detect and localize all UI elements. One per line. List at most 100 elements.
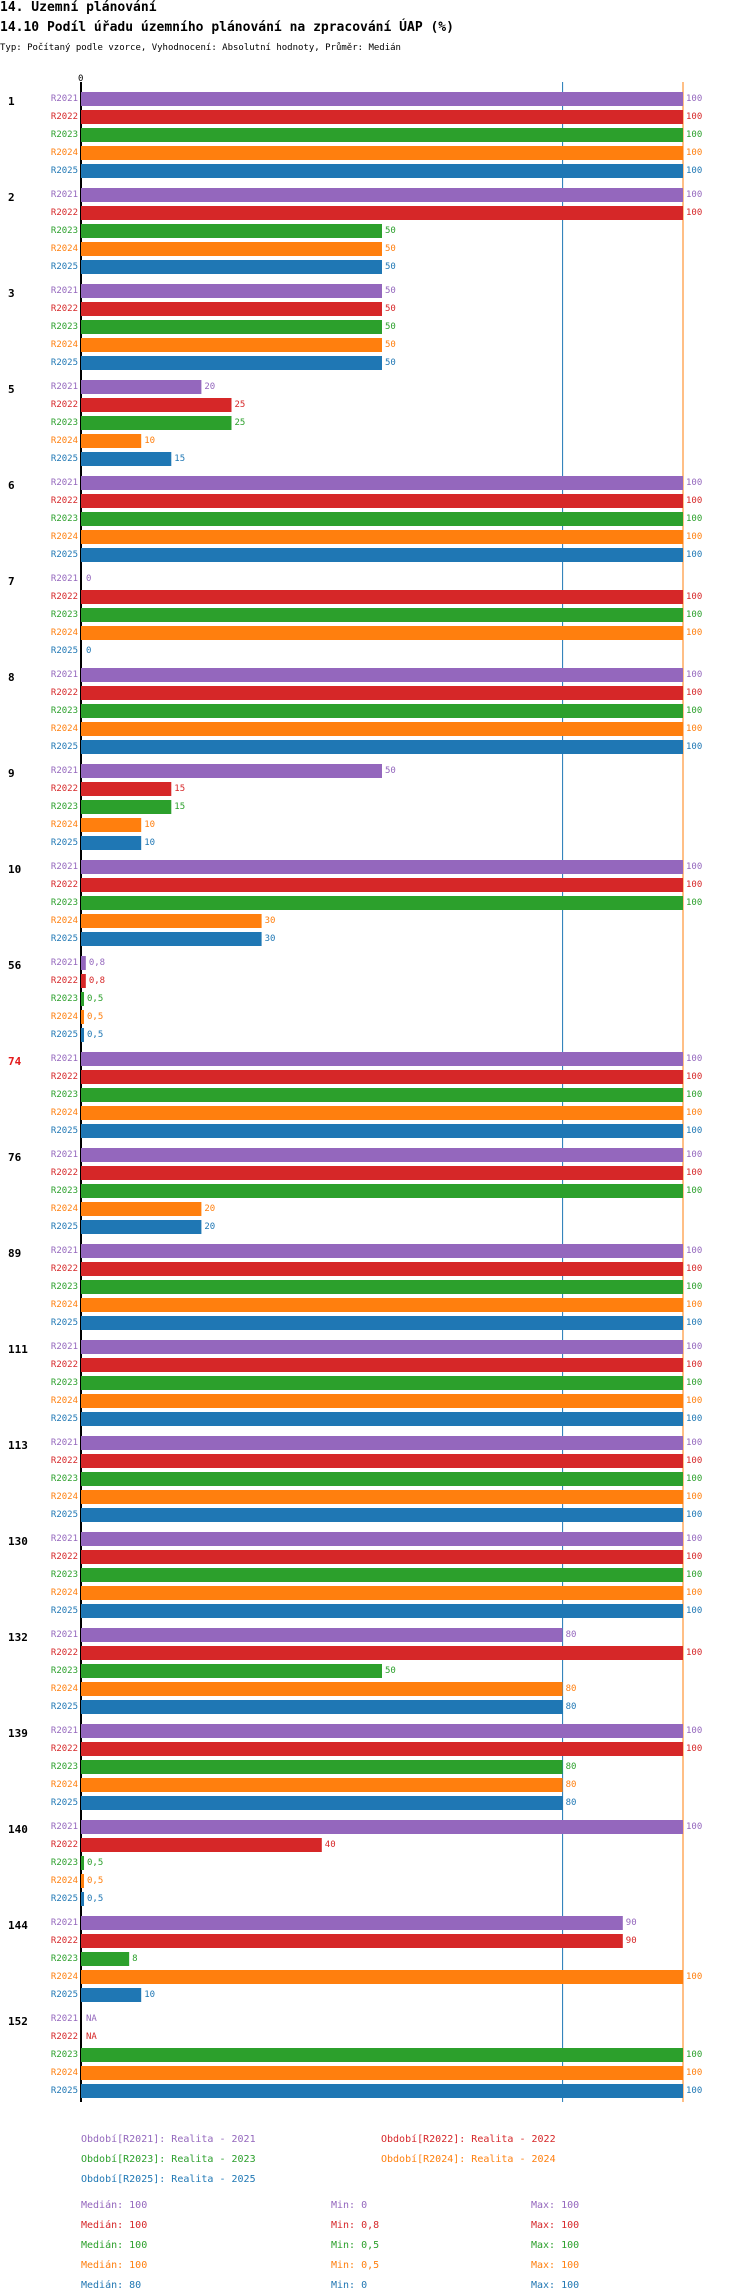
data-label-111-R2021: 100 <box>686 1342 702 1352</box>
data-label-111-R2023: 100 <box>686 1378 702 1388</box>
data-label-8-R2023: 100 <box>686 706 702 716</box>
data-label-140-R2025: 0,5 <box>87 1894 103 1904</box>
bar-2-R2024 <box>81 242 382 256</box>
bar-76-R2024 <box>81 1202 202 1216</box>
series-label-R2021: R2021 <box>51 1534 78 1544</box>
bar-113-R2022 <box>81 1454 683 1468</box>
data-label-111-R2025: 100 <box>686 1414 702 1424</box>
data-label-1-R2025: 100 <box>686 166 702 176</box>
series-label-R2021: R2021 <box>51 766 78 776</box>
bar-74-R2022 <box>81 1070 683 1084</box>
data-label-144-R2021: 90 <box>626 1918 637 1928</box>
series-label-R2023: R2023 <box>51 1762 78 1772</box>
group-label-74: 74 <box>8 1055 22 1068</box>
bar-8-R2024 <box>81 722 683 736</box>
data-label-10-R2023: 100 <box>686 898 702 908</box>
data-label-89-R2024: 100 <box>686 1300 702 1310</box>
bar-9-R2021 <box>81 764 382 778</box>
legend-entry-R2023: Období[R2023]: Realita - 2023 <box>81 2153 256 2165</box>
series-label-R2025: R2025 <box>51 934 78 944</box>
series-label-R2024: R2024 <box>51 1876 78 1886</box>
series-label-R2024: R2024 <box>51 1492 78 1502</box>
data-label-1-R2024: 100 <box>686 148 702 158</box>
series-label-R2025: R2025 <box>51 358 78 368</box>
bar-111-R2021 <box>81 1340 683 1354</box>
bar-8-R2025 <box>81 740 683 754</box>
series-label-R2025: R2025 <box>51 1126 78 1136</box>
series-label-R2025: R2025 <box>51 1990 78 2000</box>
bar-8-R2022 <box>81 686 683 700</box>
group-label-5: 5 <box>8 383 15 396</box>
data-label-130-R2021: 100 <box>686 1534 702 1544</box>
data-label-144-R2023: 8 <box>132 1954 137 1964</box>
series-label-R2021: R2021 <box>51 574 78 584</box>
data-label-130-R2024: 100 <box>686 1588 702 1598</box>
series-label-R2021: R2021 <box>51 190 78 200</box>
series-label-R2024: R2024 <box>51 1780 78 1790</box>
data-label-7-R2023: 100 <box>686 610 702 620</box>
data-label-2-R2021: 100 <box>686 190 702 200</box>
series-label-R2024: R2024 <box>51 436 78 446</box>
series-label-R2023: R2023 <box>51 514 78 524</box>
data-label-9-R2024: 10 <box>144 820 155 830</box>
data-label-76-R2024: 20 <box>204 1204 215 1214</box>
bar-139-R2023 <box>81 1760 563 1774</box>
data-label-74-R2021: 100 <box>686 1054 702 1064</box>
series-label-R2021: R2021 <box>51 670 78 680</box>
data-label-10-R2024: 30 <box>265 916 276 926</box>
data-label-89-R2021: 100 <box>686 1246 702 1256</box>
data-label-113-R2024: 100 <box>686 1492 702 1502</box>
data-label-3-R2025: 50 <box>385 358 396 368</box>
bar-5-R2024 <box>81 434 142 448</box>
bar-7-R2023 <box>81 608 683 622</box>
bar-10-R2023 <box>81 896 683 910</box>
series-label-R2021: R2021 <box>51 1342 78 1352</box>
bar-89-R2023 <box>81 1280 683 1294</box>
data-label-5-R2023: 25 <box>235 418 246 428</box>
series-label-R2022: R2022 <box>51 688 78 698</box>
bar-1-R2022 <box>81 110 683 124</box>
data-label-10-R2025: 30 <box>265 934 276 944</box>
series-label-R2023: R2023 <box>51 1666 78 1676</box>
group-label-89: 89 <box>8 1247 21 1260</box>
series-label-R2021: R2021 <box>51 94 78 104</box>
series-label-R2025: R2025 <box>51 262 78 272</box>
bar-132-R2023 <box>81 1664 382 1678</box>
stat-min-R2025: Min: 0 <box>331 2280 367 2288</box>
bar-113-R2023 <box>81 1472 683 1486</box>
series-label-R2025: R2025 <box>51 454 78 464</box>
series-label-R2022: R2022 <box>51 1168 78 1178</box>
bar-74-R2023 <box>81 1088 683 1102</box>
series-label-R2022: R2022 <box>51 1552 78 1562</box>
bar-2-R2022 <box>81 206 683 220</box>
series-label-R2023: R2023 <box>51 226 78 236</box>
series-label-R2023: R2023 <box>51 610 78 620</box>
series-label-R2025: R2025 <box>51 646 78 656</box>
data-label-76-R2025: 20 <box>204 1222 215 1232</box>
series-label-R2021: R2021 <box>51 2014 78 2024</box>
data-label-140-R2023: 0,5 <box>87 1858 103 1868</box>
data-label-1-R2021: 100 <box>686 94 702 104</box>
series-label-R2024: R2024 <box>51 532 78 542</box>
data-label-8-R2021: 100 <box>686 670 702 680</box>
series-label-R2022: R2022 <box>51 1360 78 1370</box>
group-label-111: 111 <box>8 1343 28 1356</box>
series-label-R2022: R2022 <box>51 1840 78 1850</box>
bar-3-R2024 <box>81 338 382 352</box>
data-label-8-R2025: 100 <box>686 742 702 752</box>
series-label-R2022: R2022 <box>51 880 78 890</box>
stat-min-R2021: Min: 0 <box>331 2200 367 2211</box>
bar-9-R2022 <box>81 782 172 796</box>
data-label-74-R2025: 100 <box>686 1126 702 1136</box>
series-label-R2025: R2025 <box>51 166 78 176</box>
bar-6-R2025 <box>81 548 683 562</box>
series-label-R2025: R2025 <box>51 550 78 560</box>
group-label-130: 130 <box>8 1535 28 1548</box>
legend-entry-R2022: Období[R2022]: Realita - 2022 <box>381 2133 556 2145</box>
series-label-R2023: R2023 <box>51 418 78 428</box>
data-label-5-R2024: 10 <box>144 436 155 446</box>
data-label-6-R2021: 100 <box>686 478 702 488</box>
bar-74-R2024 <box>81 1106 683 1120</box>
data-label-74-R2024: 100 <box>686 1108 702 1118</box>
